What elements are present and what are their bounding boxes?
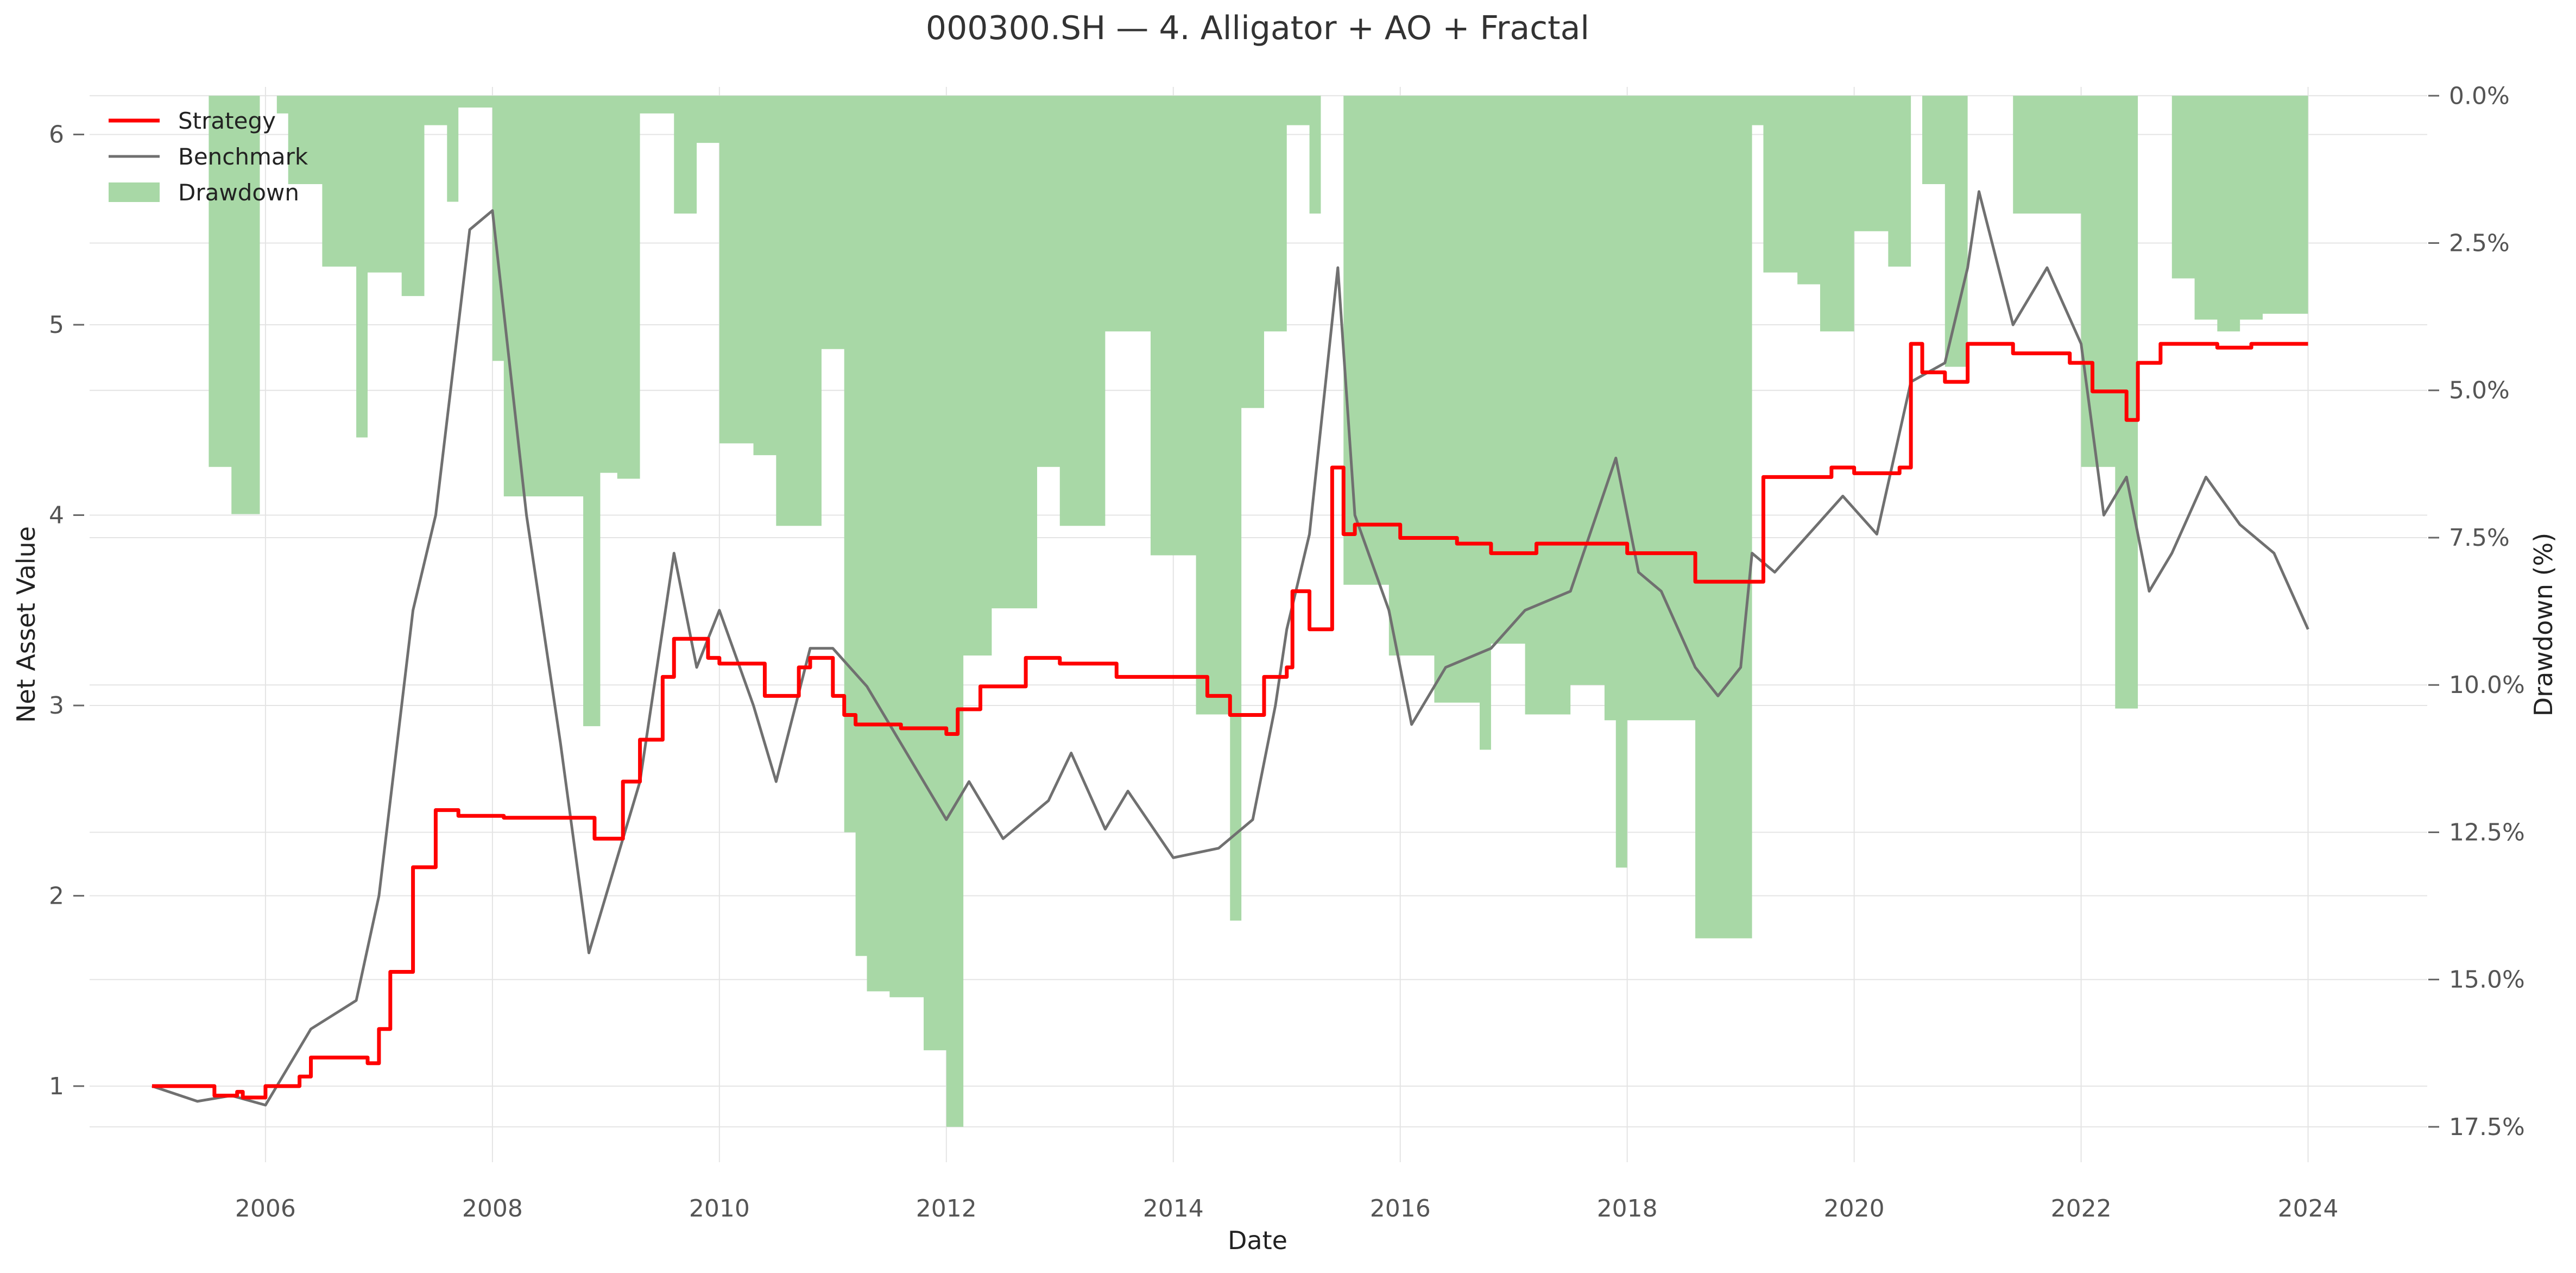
legend-benchmark-label: Benchmark xyxy=(178,143,308,170)
y2-tick-label: 5.0% xyxy=(2449,377,2510,405)
y-tick-label: 5 xyxy=(49,311,64,339)
x-tick-label: 2014 xyxy=(1143,1195,1204,1222)
drawdown-layer xyxy=(203,96,2308,1127)
y2-tick-label: 0.0% xyxy=(2449,82,2510,110)
legend-strategy-label: Strategy xyxy=(178,108,276,134)
y2-tick-label: 15.0% xyxy=(2449,966,2525,994)
y2-tick-label: 2.5% xyxy=(2449,230,2510,257)
legend: Strategy Benchmark Drawdown xyxy=(109,108,308,206)
drawdown-area xyxy=(203,96,2308,1127)
chart-title: 000300.SH — 4. Alligator + AO + Fractal xyxy=(926,9,1589,47)
y-tick-label: 3 xyxy=(49,692,64,720)
y-tick-label: 4 xyxy=(49,501,64,529)
legend-drawdown-label: Drawdown xyxy=(178,179,299,206)
x-tick-label: 2006 xyxy=(235,1195,296,1222)
y-tick-label: 1 xyxy=(49,1073,64,1100)
x-tick-label: 2012 xyxy=(916,1195,977,1222)
x-tick-label: 2018 xyxy=(1597,1195,1658,1222)
y2-tick-label: 12.5% xyxy=(2449,818,2525,846)
y-axis-label: Net Asset Value xyxy=(11,526,41,723)
y2-tick-label: 10.0% xyxy=(2449,671,2525,699)
y2-tick-label: 7.5% xyxy=(2449,524,2510,552)
legend-drawdown-swatch xyxy=(109,182,160,202)
x-axis-label: Date xyxy=(1228,1226,1287,1255)
y-tick-label: 6 xyxy=(49,121,64,149)
x-tick-label: 2008 xyxy=(462,1195,523,1222)
ticks: 2006 2008 2010 2012 2014 2016 2018 2020 2022 2024… xyxy=(49,82,2525,1222)
y2-tick-label: 17.5% xyxy=(2449,1113,2525,1141)
x-tick-label: 2020 xyxy=(1824,1195,1885,1222)
strategy-line xyxy=(151,342,2308,1100)
lines-layer xyxy=(151,190,2309,1107)
x-tick-label: 2024 xyxy=(2278,1195,2339,1222)
x-tick-label: 2010 xyxy=(689,1195,750,1222)
benchmark-line xyxy=(151,190,2309,1107)
x-tick-label: 2022 xyxy=(2051,1195,2112,1222)
y-tick-label: 2 xyxy=(49,882,64,910)
x-tick-label: 2016 xyxy=(1370,1195,1431,1222)
y2-axis-label: Drawdown (%) xyxy=(2529,533,2558,717)
